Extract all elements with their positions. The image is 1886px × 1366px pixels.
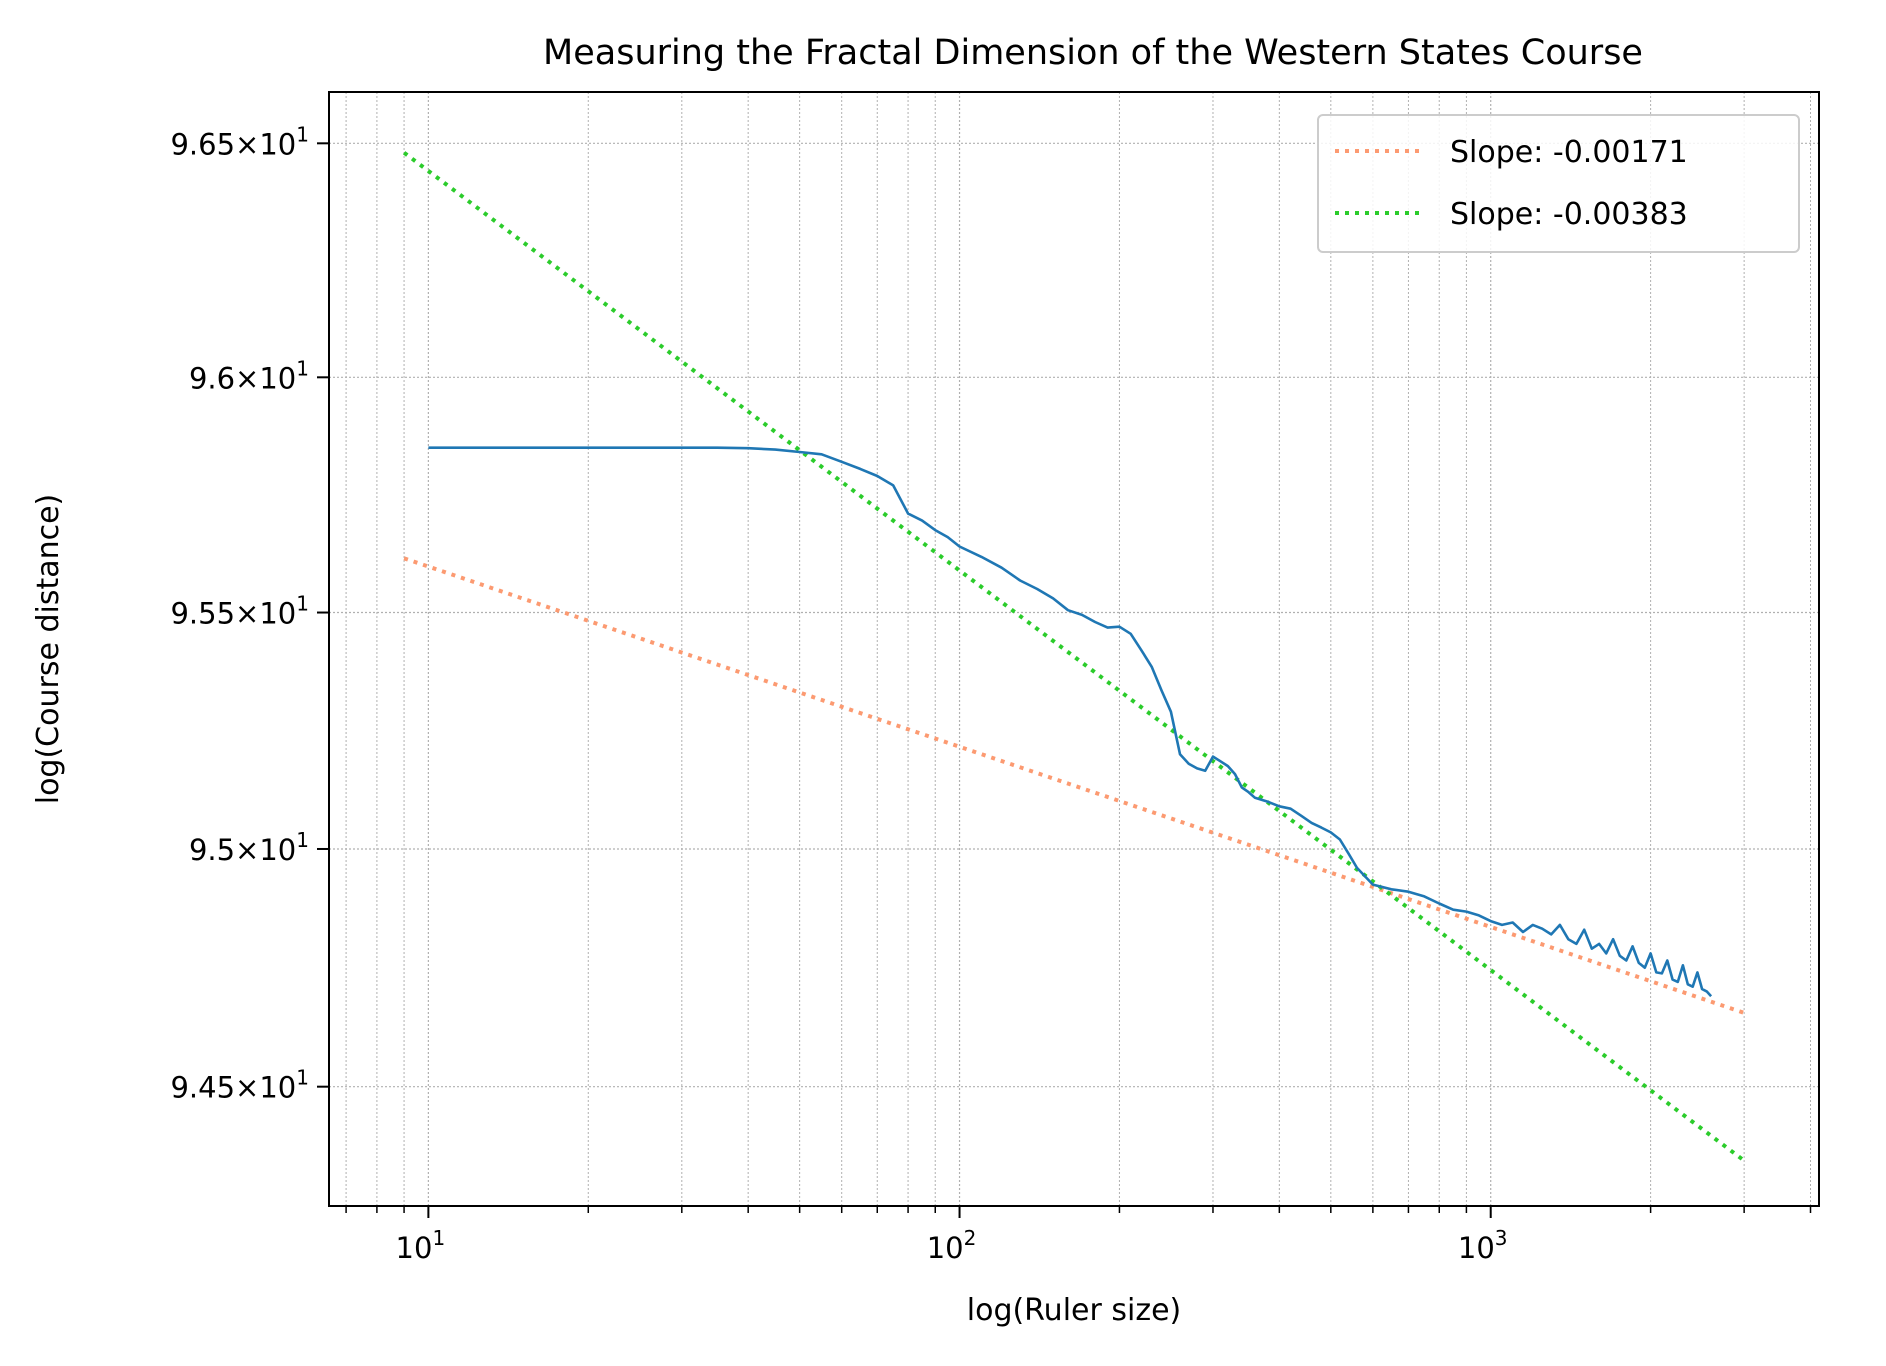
y-tick-label: 9.5×101 xyxy=(189,828,309,867)
plot-area xyxy=(402,151,1746,1163)
y-tick-label: 9.55×101 xyxy=(170,592,309,631)
legend-frame xyxy=(1317,114,1800,253)
axes-frame xyxy=(328,91,1820,1207)
legend-label-slope-2: Slope: -0.00383 xyxy=(1450,197,1688,232)
y-axis-label: log(Course distance) xyxy=(31,494,66,805)
x-axis-label: log(Ruler size) xyxy=(967,1293,1181,1328)
legend: Slope: -0.00171 Slope: -0.00383 xyxy=(1317,114,1800,253)
y-tick-label: 9.65×101 xyxy=(170,122,309,161)
chart-title: Measuring the Fractal Dimension of the W… xyxy=(543,33,1643,73)
series-course-distance xyxy=(428,446,1713,998)
legend-label-slope-1: Slope: -0.00171 xyxy=(1450,135,1688,170)
y-tick-label: 9.6×101 xyxy=(189,356,309,395)
x-tick-label: 101 xyxy=(396,1226,446,1265)
y-tick-label: 9.45×101 xyxy=(170,1066,309,1105)
